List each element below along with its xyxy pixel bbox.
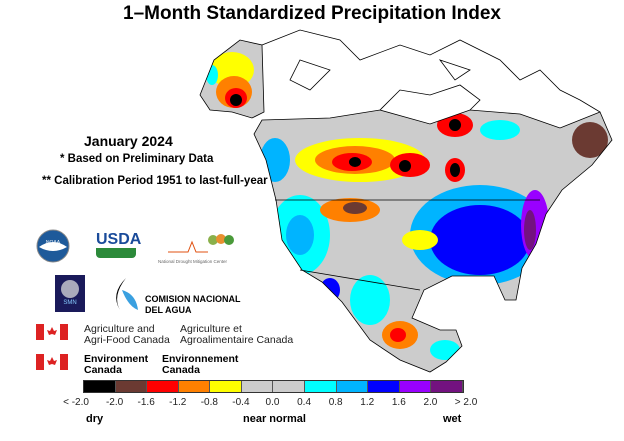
colorbar-tick-label: 0.4 bbox=[297, 397, 312, 408]
colorbar-segment bbox=[115, 381, 148, 392]
canada-flag-icon bbox=[36, 324, 68, 340]
colorbar-tick-label: 2.0 bbox=[423, 397, 438, 408]
colorbar-segment bbox=[305, 381, 337, 392]
map-title: 1–Month Standardized Precipitation Index bbox=[123, 3, 501, 24]
svg-text:NOAA: NOAA bbox=[46, 240, 61, 246]
conagua-logo bbox=[116, 278, 138, 310]
note-calibration: ** Calibration Period 1951 to last-full-… bbox=[42, 175, 268, 187]
wet-label: wet bbox=[443, 413, 462, 425]
colorbar-tick-label: -2.0 bbox=[105, 397, 124, 408]
near-normal-label: near normal bbox=[243, 413, 306, 425]
aafc-french: Agriculture et Agroalimentaire Canada bbox=[180, 323, 294, 346]
colorbar-tick-label: -0.8 bbox=[200, 397, 218, 408]
spi-colorbar bbox=[83, 380, 464, 393]
colorbar-tick-label: -0.4 bbox=[232, 397, 250, 408]
period-label: January 2024 bbox=[84, 133, 173, 149]
arctic-outline bbox=[261, 29, 601, 113]
canada-flag-icon bbox=[36, 354, 68, 370]
colorbar-segment bbox=[210, 381, 242, 392]
colorbar-segment bbox=[431, 381, 463, 392]
note-preliminary: * Based on Preliminary Data bbox=[60, 153, 214, 165]
ec-french: Environnement Canada bbox=[162, 353, 239, 376]
colorbar-segment bbox=[368, 381, 400, 392]
ndmc-logo: National Drought Mitigation Center bbox=[158, 232, 250, 264]
colorbar-tick-label: -1.6 bbox=[137, 397, 155, 408]
mainland-region bbox=[254, 110, 612, 372]
colorbar-segment bbox=[241, 381, 274, 392]
colorbar-segment bbox=[399, 381, 432, 392]
noaa-logo: NOAA bbox=[36, 229, 70, 263]
dry-label: dry bbox=[86, 413, 104, 425]
colorbar-tick-label: -1.2 bbox=[169, 397, 187, 408]
colorbar-segment bbox=[273, 381, 306, 392]
colorbar-segment bbox=[147, 381, 179, 392]
colorbar-tick-label: 0.8 bbox=[328, 397, 343, 408]
colorbar-tick-label: > 2.0 bbox=[454, 397, 478, 408]
colorbar-segment bbox=[336, 381, 369, 392]
ec-english: Environment Canada bbox=[84, 353, 149, 376]
colorbar-segment bbox=[178, 381, 211, 392]
usda-logo: USDA bbox=[96, 232, 141, 258]
colorbar-tick-label: 1.6 bbox=[391, 397, 406, 408]
aafc-english: Agriculture and Agri-Food Canada bbox=[84, 323, 170, 346]
colorbar-tick-label: < -2.0 bbox=[63, 397, 89, 408]
colorbar-tick-label: 0.0 bbox=[265, 397, 280, 408]
colorbar-segment bbox=[84, 381, 116, 392]
conagua-text: COMISION NACIONAL DEL AGUA bbox=[145, 294, 241, 315]
colorbar-tick-label: 1.2 bbox=[360, 397, 375, 408]
smn-logo: SMN bbox=[55, 275, 85, 312]
